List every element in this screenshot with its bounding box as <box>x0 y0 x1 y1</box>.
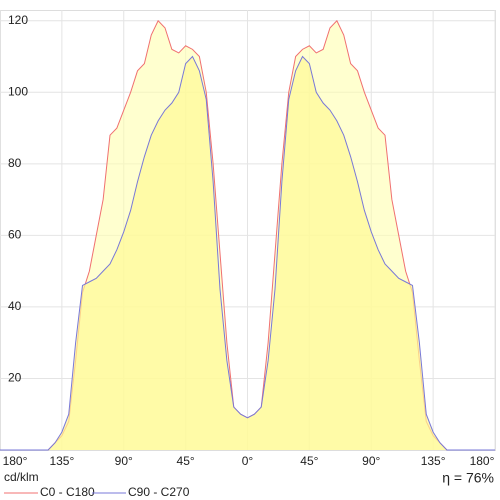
y-tick-label: 60 <box>8 228 22 242</box>
efficiency-label: η = 76% <box>442 470 494 486</box>
y-tick-label: 20 <box>8 371 22 385</box>
y-tick-label: 120 <box>8 13 28 27</box>
x-tick-label: 0° <box>242 454 254 468</box>
x-tick-label: 135° <box>49 454 74 468</box>
x-tick-label: 45° <box>177 454 195 468</box>
x-tick-label: 135° <box>421 454 446 468</box>
y-tick-label: 40 <box>8 299 22 313</box>
legend-label: C90 - C270 <box>128 485 190 499</box>
x-tick-label: 90° <box>115 454 133 468</box>
x-tick-label: 180° <box>3 454 28 468</box>
series-line <box>0 55 495 451</box>
unit-label: cd/klm <box>4 470 39 484</box>
x-tick-label: 45° <box>300 454 318 468</box>
legend-label: C0 - C180 <box>40 485 95 499</box>
area-fill <box>0 56 495 451</box>
y-tick-label: 80 <box>8 156 22 170</box>
y-tick-label: 100 <box>8 84 28 98</box>
x-tick-label: 180° <box>470 454 495 468</box>
x-tick-label: 90° <box>362 454 380 468</box>
